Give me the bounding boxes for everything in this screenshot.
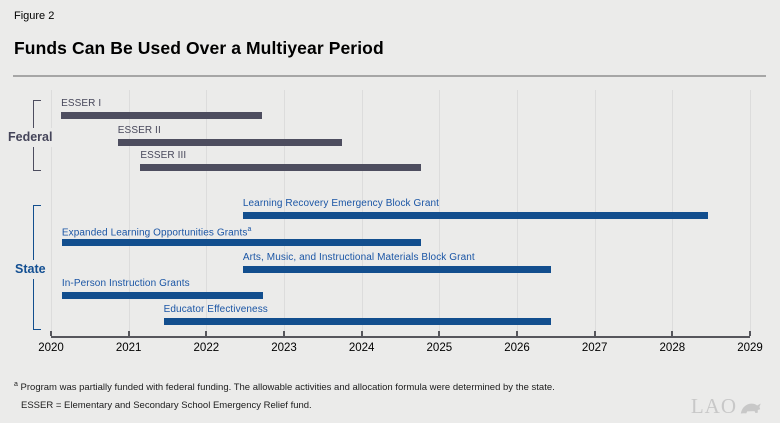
gantt-bar <box>242 212 709 219</box>
title-divider <box>13 75 766 77</box>
gridline-2021 <box>128 90 130 336</box>
axis-tick-2027 <box>593 331 596 336</box>
bar-label: ESSER II <box>117 125 161 136</box>
footnote-a-marker: a <box>14 381 18 388</box>
gantt-bar <box>242 266 552 273</box>
gridline-2022 <box>206 90 208 336</box>
axis-tick-2025 <box>438 331 441 336</box>
axis-year-label-2020: 2020 <box>38 342 64 354</box>
axis-year-label-2025: 2025 <box>426 342 453 354</box>
axis-tick-2024 <box>360 331 363 336</box>
footnotes: a Program was partially funded with fede… <box>14 376 555 415</box>
footnote-esser: ESSER = Elementary and Secondary School … <box>21 400 312 412</box>
axis-year-label-2021: 2021 <box>115 342 142 354</box>
footnote-a-text: Program was partially funded with federa… <box>17 382 555 394</box>
axis-year-label-2024: 2024 <box>348 342 375 354</box>
axis-year-label-2028: 2028 <box>659 342 686 354</box>
gantt-bar <box>140 164 421 171</box>
bar-label: ESSER I <box>61 98 102 109</box>
lao-bear-icon <box>740 403 761 414</box>
timeline-plot-area: 2020 2021 2022 2023 2024 2025 2026 2027 2028 2029… <box>38 88 763 354</box>
axis-tick-2023 <box>283 331 285 336</box>
axis-tick-2028 <box>671 331 674 336</box>
gantt-bar <box>61 112 263 119</box>
axis-year-label-2023: 2023 <box>271 342 297 354</box>
bar-label: Educator Effectiveness <box>163 304 268 315</box>
federal-group-label: Federal <box>6 128 55 147</box>
footnote-a: a Program was partially funded with fede… <box>14 376 555 397</box>
axis-year-label-2026: 2026 <box>504 342 530 354</box>
gantt-bar <box>61 292 264 299</box>
axis-tick-2021 <box>127 331 130 336</box>
axis-tick-2022 <box>205 331 208 336</box>
state-group-label: State <box>13 260 48 279</box>
bar-label: Arts, Music, and Instructional Materials… <box>242 252 475 263</box>
gridline-2029 <box>750 90 751 336</box>
axis-tick-2020 <box>50 331 52 336</box>
axis-year-label-2029: 2029 <box>737 342 763 354</box>
axis-year-label-2027: 2027 <box>581 342 608 354</box>
axis-year-label-2022: 2022 <box>193 342 220 354</box>
lao-logo-text: LAO <box>690 394 737 418</box>
bar-label: In-Person Instruction Grants <box>61 278 190 289</box>
gantt-bar <box>61 239 421 246</box>
bar-label: Learning Recovery Emergency Block Grant <box>242 198 440 209</box>
axis-tick-2026 <box>516 331 518 336</box>
bar-label: Expanded Learning Opportunities Grantsa <box>61 226 252 239</box>
gantt-bar <box>117 139 343 146</box>
gridline-2020 <box>51 90 52 336</box>
bar-label: ESSER III <box>140 150 187 161</box>
lao-logo: LAO <box>691 396 764 417</box>
gantt-bar <box>163 318 552 325</box>
page-title: Funds Can Be Used Over a Multiyear Perio… <box>14 38 384 58</box>
axis-tick-2029 <box>749 331 751 336</box>
figure-number: Figure 2 <box>14 10 55 22</box>
